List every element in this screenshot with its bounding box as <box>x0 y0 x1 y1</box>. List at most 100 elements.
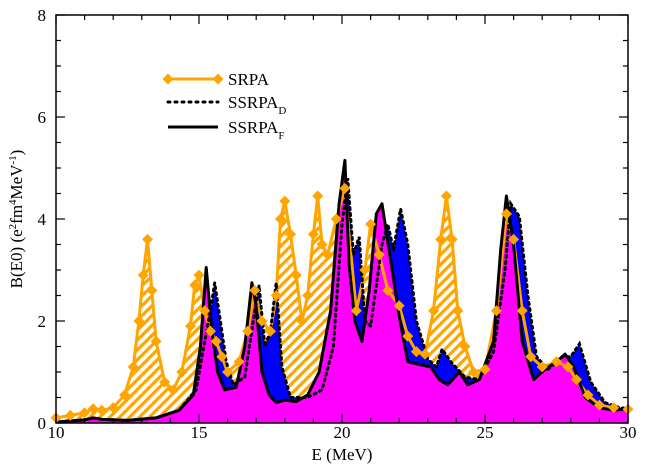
x-tick-label: 25 <box>477 423 494 442</box>
srpa-point <box>459 341 471 352</box>
srpa-point <box>184 320 196 332</box>
legend-srpa-label: SRPA <box>228 70 270 89</box>
srpa-point <box>189 279 201 291</box>
legend-ssrpa-d-label: SSRPAD <box>228 93 286 117</box>
srpa-point <box>571 374 583 386</box>
srpa-point <box>87 403 99 415</box>
y-label-superscript: 4 <box>7 199 19 205</box>
y-tick-label: 8 <box>38 6 47 25</box>
srpa-point <box>316 239 328 250</box>
srpa-point <box>468 366 480 378</box>
srpa-point <box>150 335 162 347</box>
srpa-point <box>428 305 440 317</box>
srpa-point <box>279 195 291 207</box>
srpa-point <box>452 305 464 317</box>
srpa-point <box>359 264 371 276</box>
srpa-point <box>159 376 171 388</box>
x-tick-label: 30 <box>620 423 637 442</box>
srpa-point <box>516 305 528 317</box>
srpa-point <box>290 269 302 281</box>
srpa-point <box>373 249 385 261</box>
srpa-point <box>249 284 261 296</box>
srpa-point <box>330 213 342 225</box>
ssrpa-d-line <box>56 178 628 423</box>
x-tick-label: 20 <box>334 423 351 442</box>
srpa-point <box>339 182 351 194</box>
srpa-point <box>302 290 314 301</box>
srpa-point <box>275 213 287 225</box>
srpa-point <box>119 389 131 401</box>
srpa-point <box>79 407 91 419</box>
srpa-point <box>270 290 282 301</box>
srpa-point <box>446 233 458 245</box>
y-label-superscript: -1 <box>7 155 19 164</box>
srpa-point <box>199 305 211 317</box>
srpa-point <box>107 402 119 414</box>
srpa-point <box>193 269 205 281</box>
y-label-superscript: 2 <box>7 224 19 230</box>
srpa-point <box>435 233 447 245</box>
srpa-point <box>210 335 222 347</box>
y-tick-labels: 0 2 4 6 8 <box>38 6 47 433</box>
srpa-point <box>402 330 414 342</box>
srpa-point <box>296 315 308 327</box>
srpa-point <box>96 404 108 416</box>
y-label-text: B(E0) (e <box>7 229 26 288</box>
srpa-point <box>582 389 594 401</box>
srpa-point <box>508 233 520 245</box>
srpa-point <box>265 325 276 337</box>
y-tick-label: 6 <box>38 108 47 127</box>
srpa-point <box>146 284 158 296</box>
srpa-point <box>593 399 605 411</box>
srpa-point <box>64 409 76 421</box>
srpa-point <box>242 325 254 337</box>
srpa-point <box>419 348 431 360</box>
x-tick-labels: 10 15 20 25 30 <box>48 423 637 442</box>
legend-srpa-marker <box>212 73 224 85</box>
y-tick-label: 2 <box>38 312 47 331</box>
x-axis-label: E (MeV) <box>312 445 373 464</box>
legend-srpa-marker <box>162 73 174 85</box>
srpa-point <box>256 315 268 327</box>
srpa-point <box>365 218 377 230</box>
srpa-point <box>322 249 334 261</box>
axes-frame <box>55 14 629 424</box>
x-tick-label: 10 <box>48 423 65 442</box>
y-label-text: MeV <box>7 164 26 200</box>
y-label-text: ) <box>7 150 26 156</box>
y-tick-label: 0 <box>38 414 47 433</box>
x-tick-label: 15 <box>191 423 208 442</box>
srpa-point <box>393 300 405 312</box>
srpa-point <box>216 351 228 363</box>
srpa-point <box>608 402 620 414</box>
y-axis-label: B(E0) (e2fm4MeV-1) <box>7 150 26 289</box>
srpa-point <box>440 190 452 202</box>
srpa-point <box>350 305 362 317</box>
srpa-point <box>525 351 537 363</box>
srpa-point <box>562 361 574 373</box>
srpa-point <box>410 346 422 358</box>
srpa-point <box>285 228 297 240</box>
srpa-point <box>167 384 179 396</box>
srpa-point <box>204 325 216 337</box>
srpa-point <box>382 284 394 296</box>
srpa-point <box>536 361 548 373</box>
y-tick-label: 4 <box>38 210 47 229</box>
srpa-point <box>137 269 149 281</box>
markers-layer <box>50 182 634 424</box>
srpa-point <box>142 233 154 245</box>
srpa-point <box>490 305 502 317</box>
legend-ssrpa-f-label: SSRPAF <box>228 118 285 142</box>
srpa-point <box>133 315 145 327</box>
srpa-point <box>176 366 188 378</box>
y-label-text: fm <box>7 205 26 224</box>
srpa-point <box>312 190 324 202</box>
srpa-point <box>127 361 139 373</box>
srpa-point <box>222 366 234 378</box>
srpa-point <box>500 208 512 220</box>
srpa-point <box>479 363 491 375</box>
srpa-point <box>551 356 562 368</box>
srpa-point <box>307 228 319 240</box>
